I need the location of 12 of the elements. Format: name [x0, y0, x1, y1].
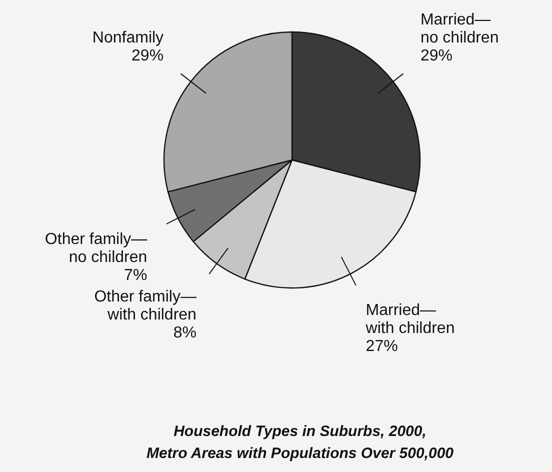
text: Metro Areas with Populations Over 500,000 [146, 445, 454, 462]
data-label: 29% [420, 47, 452, 64]
slice-label: Married—with children [364, 302, 455, 337]
data-label: 7% [124, 266, 148, 284]
data-label: 29% [132, 47, 164, 64]
text: Household Types in Suburbs, 2000, [174, 423, 426, 440]
slice-label: Other family—no children [44, 230, 148, 266]
slice-label: Other family—with children [94, 288, 196, 324]
data-label: 27% [366, 338, 398, 355]
slice-label: Married—no children [420, 11, 499, 46]
slice-label: Nonfamily [92, 29, 164, 46]
data-label: 8% [173, 324, 196, 342]
